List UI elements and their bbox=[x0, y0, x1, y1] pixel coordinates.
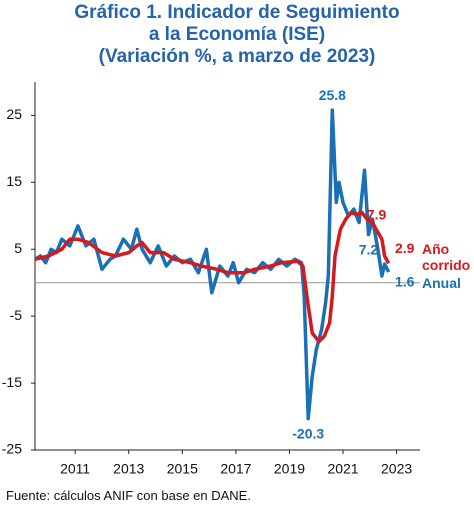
chart-title: Gráfico 1. Indicador de Seguimiento a la … bbox=[0, 2, 474, 68]
source-note: Fuente: cálculos ANIF con base en DANE. bbox=[6, 488, 251, 503]
legend-entry: Anual bbox=[422, 275, 461, 292]
end-value-label: 1.6 bbox=[395, 274, 415, 290]
title-line: (Variación %, a marzo de 2023) bbox=[98, 46, 376, 67]
y-tick-label: 15 bbox=[6, 173, 22, 189]
x-tick-label: 2017 bbox=[220, 461, 251, 477]
x-tick-label: 2013 bbox=[113, 461, 144, 477]
y-tick-label: 5 bbox=[14, 240, 22, 256]
data-label: -20.3 bbox=[292, 425, 324, 441]
y-tick-label: -5 bbox=[10, 307, 23, 323]
legend-entry: Año corrido bbox=[422, 241, 471, 274]
data-label: 25.8 bbox=[319, 87, 346, 103]
title-line: a la Economía (ISE) bbox=[148, 24, 326, 45]
x-tick-label: 2011 bbox=[60, 461, 90, 477]
x-tick-label: 2021 bbox=[327, 461, 358, 477]
x-tick-label: 2019 bbox=[274, 461, 305, 477]
title-line: Gráfico 1. Indicador de Seguimiento bbox=[74, 2, 400, 23]
x-tick-label: 2023 bbox=[381, 461, 412, 477]
y-tick-label: -25 bbox=[2, 441, 22, 457]
y-tick-label: 25 bbox=[6, 106, 22, 122]
data-label: 7.9 bbox=[367, 207, 387, 223]
data-label: 7.2 bbox=[359, 241, 379, 257]
series-line bbox=[34, 108, 391, 421]
series-line bbox=[34, 210, 391, 344]
y-tick-label: -15 bbox=[2, 374, 22, 390]
end-value-label: 2.9 bbox=[395, 240, 415, 256]
x-tick-label: 2015 bbox=[167, 461, 198, 477]
